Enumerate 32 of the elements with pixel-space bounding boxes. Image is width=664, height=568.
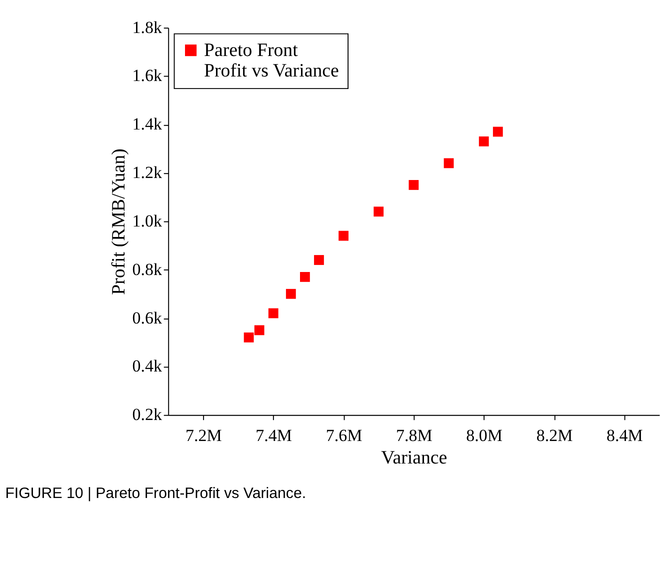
y-tick-label: 1.6k [132,66,162,86]
point [492,126,503,137]
y-tick-label: 0.6k [132,308,162,328]
x-tick-label: 7.2M [185,426,222,445]
point [408,180,419,190]
x-tick-label: 7.6M [326,426,362,445]
point [300,272,310,282]
point [254,325,264,336]
x-tick-label: 8.4M [606,426,643,445]
y-tick-label: 0.8k [132,260,162,279]
y-tick-label: 0.4k [132,356,162,376]
y-tick-label: 1.4k [132,114,162,134]
x-axis-title: Variance [381,448,448,469]
point [268,308,278,318]
y-axis-title: Profit (RMB/Yuan) [108,148,130,295]
x-tick-label: 7.8M [396,426,432,445]
y-tick-label: 1.2k [132,163,162,182]
point [286,288,296,299]
legend-label: Pareto Front Profit vs Variance [204,40,339,82]
point [374,206,384,217]
x-tick-label: 8.2M [536,426,573,445]
point [244,332,254,342]
y-tick-label: 1.0k [132,211,162,230]
y-tick-label: 0.2k [132,405,162,424]
point [444,158,454,168]
x-tick-label: 7.4M [256,426,292,445]
y-tick-label: 1.8k [132,18,162,37]
caption: FIGURE 10 | Pareto Front-Profit vs Variance. [5,485,306,502]
point [478,136,489,146]
point [314,255,324,265]
point [338,230,348,241]
x-tick-label: 8.0M [466,426,503,445]
